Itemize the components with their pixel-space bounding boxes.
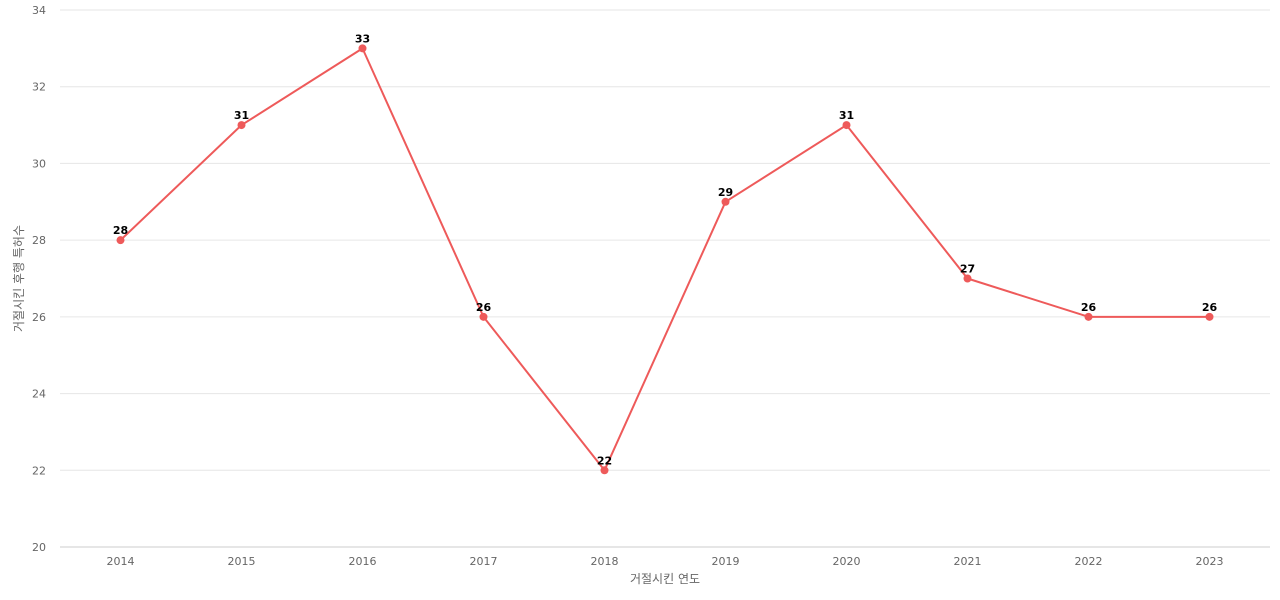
y-tick-label: 34 [32, 4, 46, 17]
y-tick-label: 26 [32, 311, 46, 324]
data-label: 29 [718, 186, 733, 199]
x-tick-label: 2014 [107, 555, 135, 568]
grid-lines [60, 9, 1270, 548]
y-axis-ticks: 20 22 24 26 28 30 32 34 [32, 4, 46, 554]
y-tick-label: 24 [32, 388, 46, 401]
x-axis-title: 거절시킨 연도 [630, 572, 700, 586]
data-label: 28 [113, 224, 128, 237]
data-label: 26 [1202, 301, 1218, 314]
series-line [119, 47, 1210, 472]
y-tick-label: 28 [32, 234, 46, 247]
data-points [116, 44, 1214, 475]
data-label: 27 [960, 263, 975, 276]
x-tick-label: 2017 [470, 555, 498, 568]
data-point [237, 121, 246, 130]
y-tick-label: 32 [32, 81, 46, 94]
y-tick-label: 22 [32, 464, 46, 477]
x-tick-label: 2022 [1075, 555, 1103, 568]
x-axis-ticks: 2014 2015 2016 2017 2018 2019 2020 2021 2022 2023 [107, 555, 1224, 568]
data-point [600, 466, 609, 475]
data-label: 31 [234, 109, 249, 122]
y-tick-label: 30 [32, 157, 46, 170]
data-point [116, 236, 125, 245]
data-point [1084, 312, 1093, 321]
data-labels: 28 31 33 26 22 29 31 27 26 26 [113, 32, 1218, 467]
data-point [842, 121, 851, 130]
data-point [479, 312, 488, 321]
x-tick-label: 2021 [954, 555, 982, 568]
x-tick-label: 2020 [833, 555, 861, 568]
x-tick-label: 2015 [228, 555, 256, 568]
data-point [721, 197, 730, 206]
data-label: 31 [839, 109, 854, 122]
data-label: 26 [1081, 301, 1097, 314]
data-point [963, 274, 972, 283]
data-point [1205, 312, 1214, 321]
y-axis-title: 거절시킨 후행 특허수 [11, 225, 26, 332]
data-label: 22 [597, 454, 612, 467]
x-tick-label: 2019 [712, 555, 740, 568]
data-label: 26 [476, 301, 492, 314]
data-label: 33 [355, 32, 370, 45]
y-tick-label: 20 [32, 541, 46, 554]
x-tick-label: 2016 [349, 555, 377, 568]
series-line-group [119, 47, 1210, 472]
data-point [358, 44, 367, 53]
x-tick-label: 2018 [591, 555, 619, 568]
x-tick-label: 2023 [1196, 555, 1224, 568]
